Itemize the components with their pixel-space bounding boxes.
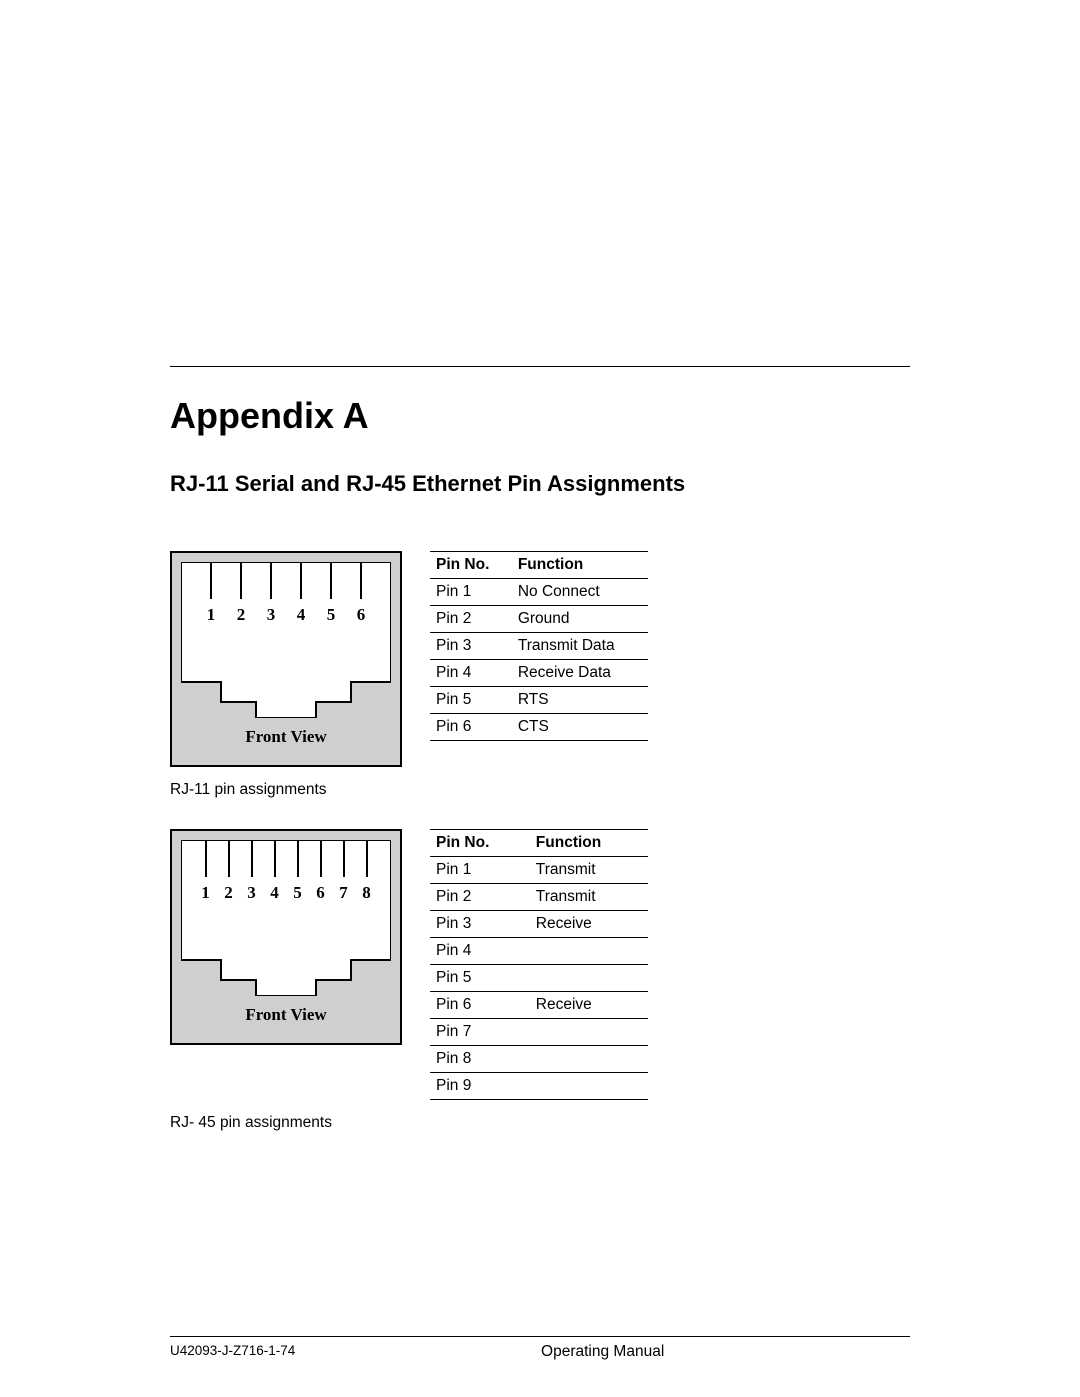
rj11-pin-table: Pin No. Function Pin 1No Connect Pin 2Gr… (430, 551, 648, 741)
table-row: Pin 4Receive Data (430, 660, 648, 687)
table-cell: RTS (512, 687, 648, 714)
table-row: Pin 7 (430, 1019, 648, 1046)
table-header: Pin No. (430, 830, 530, 857)
table-row: Pin 8 (430, 1046, 648, 1073)
rj45-caption: RJ- 45 pin assignments (170, 1114, 910, 1132)
rj45-front-view-label: Front View (172, 1005, 400, 1025)
pin-number: 3 (240, 883, 263, 903)
table-cell: Pin 1 (430, 857, 530, 884)
table-row: Pin 3Receive (430, 911, 648, 938)
table-cell: Receive (530, 911, 648, 938)
table-cell: Pin 1 (430, 579, 512, 606)
footer: U42093-J-Z716-1-74 Operating Manual (170, 1336, 910, 1361)
table-header-row: Pin No. Function (430, 830, 648, 857)
rj11-pin-numbers: 1 2 3 4 5 6 (172, 605, 400, 625)
table-cell: Transmit (530, 884, 648, 911)
table-cell: Pin 3 (430, 911, 530, 938)
table-cell: Pin 5 (430, 965, 530, 992)
pin-number: 1 (196, 605, 226, 625)
table-header-row: Pin No. Function (430, 552, 648, 579)
rj45-pin-numbers: 1 2 3 4 5 6 7 8 (172, 883, 400, 903)
table-cell: Pin 5 (430, 687, 512, 714)
pin-number: 7 (332, 883, 355, 903)
table-row: Pin 2Ground (430, 606, 648, 633)
rj45-diagram: 1 2 3 4 5 6 7 8 Front View (170, 829, 402, 1045)
table-cell: Transmit Data (512, 633, 648, 660)
pin-number: 6 (346, 605, 376, 625)
pin-number: 1 (194, 883, 217, 903)
table-cell (530, 1046, 648, 1073)
pin-number: 6 (309, 883, 332, 903)
table-cell: Pin 4 (430, 660, 512, 687)
table-cell: Pin 2 (430, 606, 512, 633)
pin-number: 4 (286, 605, 316, 625)
rj11-diagram: 1 2 3 4 5 6 Front View (170, 551, 402, 767)
section-subtitle: RJ-11 Serial and RJ-45 Ethernet Pin Assi… (170, 471, 910, 497)
table-cell: Transmit (530, 857, 648, 884)
table-cell: Receive (530, 992, 648, 1019)
table-cell: CTS (512, 714, 648, 741)
table-cell (530, 1073, 648, 1100)
table-row: Pin 6CTS (430, 714, 648, 741)
table-header: Function (512, 552, 648, 579)
table-row: Pin 6Receive (430, 992, 648, 1019)
table-row: Pin 9 (430, 1073, 648, 1100)
pin-number: 2 (217, 883, 240, 903)
table-row: Pin 2Transmit (430, 884, 648, 911)
rj11-section: 1 2 3 4 5 6 Front View Pin No. Function … (170, 551, 910, 767)
table-cell: No Connect (512, 579, 648, 606)
table-cell: Pin 4 (430, 938, 530, 965)
table-cell: Pin 7 (430, 1019, 530, 1046)
table-row: Pin 3Transmit Data (430, 633, 648, 660)
table-cell: Pin 9 (430, 1073, 530, 1100)
rj45-section: 1 2 3 4 5 6 7 8 Front View Pin No. Funct… (170, 829, 910, 1100)
footer-doc-id: U42093-J-Z716-1-74 (170, 1343, 295, 1361)
table-cell: Receive Data (512, 660, 648, 687)
table-cell: Pin 2 (430, 884, 530, 911)
table-row: Pin 5RTS (430, 687, 648, 714)
pin-number: 2 (226, 605, 256, 625)
rj11-caption: RJ-11 pin assignments (170, 781, 910, 799)
pin-number: 5 (316, 605, 346, 625)
table-cell (530, 1019, 648, 1046)
table-cell: Pin 6 (430, 714, 512, 741)
table-cell: Pin 6 (430, 992, 530, 1019)
rj45-pin-wires (172, 841, 400, 877)
table-row: Pin 1No Connect (430, 579, 648, 606)
page: Appendix A RJ-11 Serial and RJ-45 Ethern… (0, 0, 1080, 1397)
pin-number: 3 (256, 605, 286, 625)
table-row: Pin 1Transmit (430, 857, 648, 884)
table-cell: Pin 8 (430, 1046, 530, 1073)
title-rule (170, 366, 910, 367)
footer-manual: Operating Manual (295, 1343, 910, 1361)
pin-number: 4 (263, 883, 286, 903)
pin-number: 8 (355, 883, 378, 903)
rj45-pin-table: Pin No. Function Pin 1Transmit Pin 2Tran… (430, 829, 648, 1100)
table-row: Pin 4 (430, 938, 648, 965)
rj11-front-view-label: Front View (172, 727, 400, 747)
rj11-pin-wires (172, 563, 400, 599)
table-cell (530, 938, 648, 965)
pin-number: 5 (286, 883, 309, 903)
table-header: Function (530, 830, 648, 857)
appendix-title: Appendix A (170, 395, 910, 437)
table-row: Pin 5 (430, 965, 648, 992)
table-cell (530, 965, 648, 992)
table-cell: Pin 3 (430, 633, 512, 660)
table-cell: Ground (512, 606, 648, 633)
table-header: Pin No. (430, 552, 512, 579)
